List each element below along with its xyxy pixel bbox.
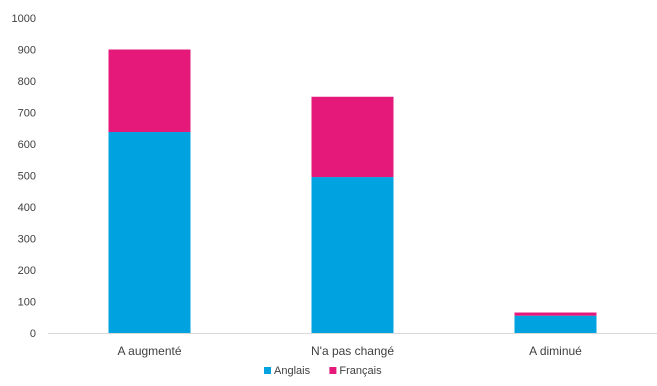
y-tick-label: 400: [18, 202, 36, 214]
bar-segment-anglais: [108, 132, 191, 333]
x-tick-label: A diminué: [529, 344, 582, 358]
legend-swatch: [329, 367, 337, 374]
x-tick-label: A augmenté: [117, 344, 181, 358]
y-tick-label: 0: [30, 328, 36, 340]
bar-segment-anglais: [514, 315, 597, 333]
legend-label: Français: [339, 365, 382, 377]
bar-segment-francais: [514, 312, 597, 316]
bar-segment-francais: [311, 96, 394, 178]
bars: [108, 49, 597, 333]
legend: Anglais Français: [264, 365, 382, 377]
y-tick-label: 700: [18, 108, 36, 120]
x-tick-label: N'a pas changé: [311, 344, 394, 358]
y-tick-label: 300: [18, 234, 36, 246]
y-tick-label: 200: [18, 265, 36, 277]
y-tick-label: 1000: [12, 13, 36, 25]
legend-label: Anglais: [274, 365, 311, 377]
bar-segment-francais: [108, 49, 191, 133]
y-tick-label: 800: [18, 76, 36, 88]
x-axis-ticks: A augmenté N'a pas changé A diminué: [117, 344, 582, 358]
y-tick-label: 500: [18, 171, 36, 183]
y-tick-label: 900: [18, 45, 36, 57]
bar-segment-anglais: [311, 177, 394, 333]
y-tick-label: 100: [18, 297, 36, 309]
y-tick-label: 600: [18, 139, 36, 151]
y-axis-ticks: 0 100 200 300 400 500 600 700 800 900 1000: [12, 13, 36, 340]
legend-swatch: [264, 367, 271, 374]
